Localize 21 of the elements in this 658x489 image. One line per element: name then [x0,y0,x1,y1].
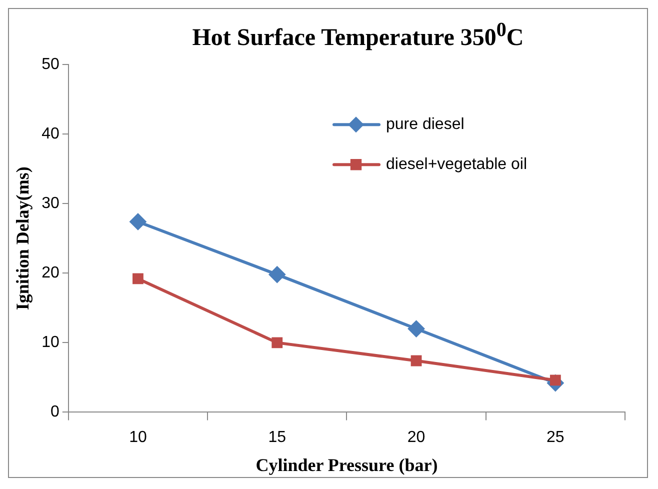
y-tick-label: 0 [50,404,60,421]
y-tick-label: 30 [42,195,60,212]
chart-title: Hot Surface Temperature 350$^{0}$C [191,18,525,52]
x-tick-label: 20 [407,429,426,446]
y-tick-label: 50 [42,56,60,74]
point [410,355,422,366]
y-tick-label: 20 [42,264,60,282]
point [132,273,144,284]
point [408,320,425,338]
legend-label: pure diesel [386,116,464,134]
x-axis-title: Cylinder Pressure (bar) [256,454,438,475]
y-tick-label: 10 [42,334,60,352]
x-tick-label: 10 [129,429,147,446]
legend-label: diesel+vegetable oil [386,156,528,174]
point [268,266,286,284]
y-axis-title: Ignition Delay(ms) [12,166,32,310]
x-tick-label: 25 [546,429,564,446]
y-tick-label: 40 [42,126,60,143]
point [129,213,146,230]
x-tick-label: 15 [268,429,286,446]
point [272,337,283,348]
